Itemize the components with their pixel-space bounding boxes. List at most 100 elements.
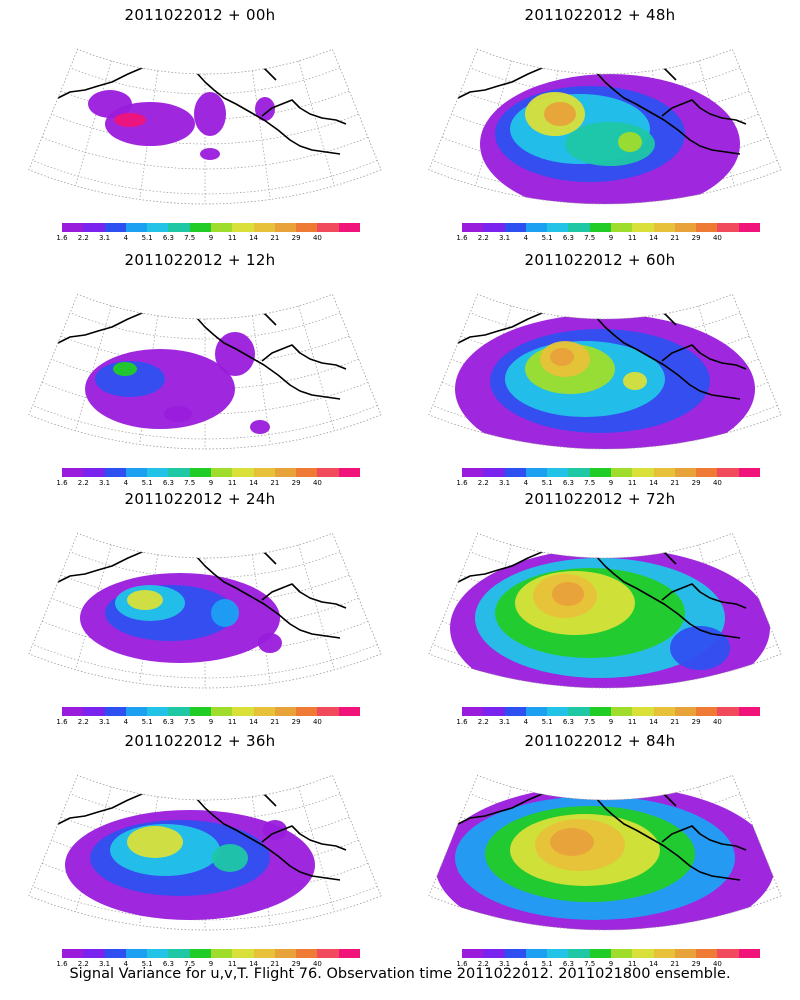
- colorbar-swatch: [632, 949, 654, 958]
- colorbar-swatch: [525, 707, 548, 716]
- colorbar-swatch: [317, 949, 339, 958]
- colorbar-swatch: [125, 707, 148, 716]
- colorbar-tick-label: 5.1: [541, 718, 553, 726]
- colorbar-swatch: [168, 707, 190, 716]
- colorbar-swatch: [610, 468, 633, 477]
- colorbar-swatch: [674, 707, 697, 716]
- coastline: [213, 537, 277, 565]
- colorbar-swatch: [147, 707, 169, 716]
- colorbar: [62, 223, 360, 232]
- colorbar-swatch: [696, 949, 718, 958]
- colorbar-tick-label: 2.2: [77, 234, 89, 242]
- colorbar-tick-label: 3.1: [498, 234, 511, 242]
- map-content: [32, 537, 378, 688]
- meridian-line: [251, 315, 271, 445]
- panel-36h: 2011022012 + 36h 1.6 2.2 3.1 4 5.1 6.3 7.5 9 11 1…: [0, 726, 400, 971]
- panel-title: 2011022012 + 00h: [124, 6, 276, 24]
- coastline: [661, 99, 747, 125]
- panel-title: 2011022012 + 72h: [524, 490, 676, 508]
- coastline: [661, 583, 747, 609]
- colorbar-tick-label: 14: [249, 718, 259, 726]
- colorbar-tick-label: 29: [291, 234, 301, 242]
- colorbar-swatch: [189, 468, 211, 477]
- colorbar-tick-label: 4: [123, 718, 129, 726]
- colorbar-swatch: [232, 468, 254, 477]
- colorbar-tick-label: 40: [312, 718, 322, 726]
- colorbar-swatch: [525, 223, 548, 232]
- colorbar-tick-label: 1.6: [56, 960, 68, 968]
- colorbar-swatch: [653, 223, 675, 232]
- variance-map: [428, 293, 782, 450]
- colorbar-tick-label: 14: [649, 479, 659, 487]
- latitude-line: [69, 793, 341, 821]
- map-content: [432, 298, 778, 450]
- colorbar-tick-label: 5.1: [141, 960, 153, 968]
- colorbar-swatch: [696, 707, 718, 716]
- latitude-line: [32, 405, 378, 440]
- variance-contour: [194, 92, 226, 136]
- colorbar-swatch: [104, 468, 126, 477]
- colorbar-tick-label: 6.3: [162, 718, 174, 726]
- meridian-line: [698, 60, 735, 186]
- coastline: [661, 344, 747, 370]
- colorbar-tick-label: 4: [123, 479, 129, 487]
- colorbar-swatch: [717, 707, 739, 716]
- colorbar-tick-label: 14: [649, 718, 659, 726]
- colorbar-tick-label: 1.6: [56, 718, 68, 726]
- colorbar-swatch: [483, 223, 505, 232]
- colorbar-tick-label: 14: [649, 960, 659, 968]
- colorbar-swatch: [296, 223, 318, 232]
- colorbar-swatch: [338, 223, 360, 232]
- colorbar-swatch: [296, 707, 318, 716]
- variance-map: [428, 48, 782, 205]
- meridian-line: [475, 544, 512, 670]
- colorbar-swatch: [274, 468, 297, 477]
- colorbar-tick-label: 2.2: [477, 960, 489, 968]
- colorbar-swatch: [274, 223, 297, 232]
- meridian-line: [75, 60, 112, 186]
- colorbar-tick-label: 7.5: [584, 234, 596, 242]
- colorbar-tick-label: 4: [523, 479, 529, 487]
- colorbar-tick-label: 3.1: [498, 479, 511, 487]
- variance-contour: [215, 332, 255, 376]
- variance-contour: [212, 844, 248, 872]
- latitude-line: [469, 312, 741, 340]
- colorbar-tick-label: 29: [291, 479, 301, 487]
- colorbar-swatch: [104, 949, 126, 958]
- colorbar-swatch: [610, 223, 633, 232]
- colorbar-swatch: [338, 468, 360, 477]
- colorbar-swatch: [504, 468, 526, 477]
- colorbar-tick-label: 7.5: [184, 234, 196, 242]
- colorbar-tick-label: 4: [523, 718, 529, 726]
- variance-contour: [552, 582, 584, 606]
- coastline: [213, 53, 277, 81]
- variance-contour: [550, 348, 574, 366]
- colorbar-swatch: [462, 468, 484, 477]
- colorbar-tick-label: 11: [227, 718, 237, 726]
- colorbar-tick-label: 5.1: [541, 234, 553, 242]
- variance-contour: [263, 820, 287, 840]
- colorbar-swatch: [589, 468, 611, 477]
- colorbar-tick-label: 29: [291, 960, 301, 968]
- colorbar-swatch: [568, 707, 590, 716]
- meridian-line: [251, 70, 271, 200]
- colorbar-tick-label: 2.2: [477, 234, 489, 242]
- colorbar-swatch: [274, 949, 297, 958]
- colorbar-tick-label: 7.5: [584, 960, 596, 968]
- colorbar-tick-label: 21: [670, 718, 680, 726]
- colorbar-swatch: [83, 707, 105, 716]
- colorbar-swatch: [104, 707, 126, 716]
- colorbar-swatch: [296, 468, 318, 477]
- colorbar-swatch: [83, 468, 105, 477]
- variance-map: [28, 293, 382, 450]
- colorbar-swatch: [653, 949, 675, 958]
- colorbar-tick-label: 21: [270, 234, 280, 242]
- colorbar-swatch: [147, 949, 169, 958]
- colorbar-swatch: [462, 707, 484, 716]
- colorbar-tick-label: 5.1: [541, 960, 553, 968]
- variance-contour: [550, 828, 594, 856]
- colorbar-labels: 1.6 2.2 3.1 4 5.1 6.3 7.5 9 11 14 21 29 40: [456, 960, 760, 970]
- colorbar-tick-label: 11: [227, 960, 237, 968]
- meridian-line: [298, 60, 335, 186]
- map-boundary: [28, 48, 382, 205]
